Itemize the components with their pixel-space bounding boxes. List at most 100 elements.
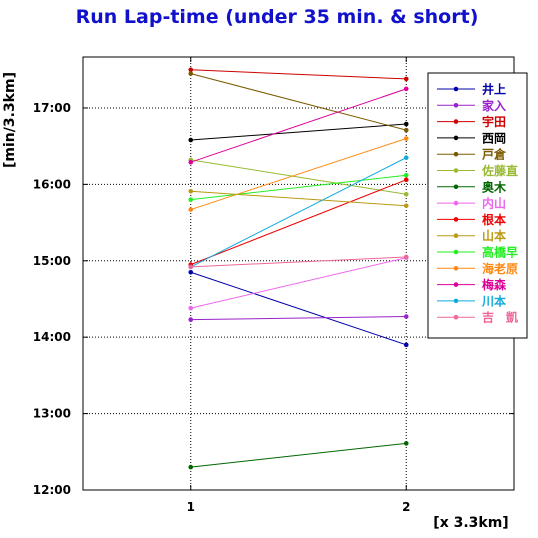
data-point bbox=[403, 203, 409, 209]
x-tick-label: 1 bbox=[187, 500, 195, 514]
legend-label: 海老原 bbox=[482, 261, 518, 276]
y-axis-label: [min/3.3km] bbox=[2, 72, 18, 168]
legend-label: 戸倉 bbox=[482, 147, 507, 162]
legend-entry: 川本 bbox=[437, 293, 506, 308]
legend-label: 西岡 bbox=[482, 131, 506, 145]
legend-entry: 高橋早 bbox=[437, 245, 518, 260]
legend-marker bbox=[453, 298, 459, 304]
series-10 bbox=[188, 188, 409, 209]
x-tick-label: 2 bbox=[402, 500, 410, 514]
legend-entry: 山本 bbox=[437, 228, 506, 243]
series-line bbox=[190, 88, 407, 163]
legend-marker bbox=[453, 233, 459, 238]
series-line bbox=[190, 442, 407, 468]
data-point bbox=[403, 342, 409, 348]
series-13 bbox=[188, 86, 409, 165]
data-point bbox=[188, 269, 194, 275]
series-4 bbox=[188, 121, 409, 143]
data-point bbox=[403, 155, 409, 160]
legend-label: 高橋早 bbox=[482, 245, 518, 260]
series-line bbox=[190, 69, 407, 80]
legend-entry: 井上 bbox=[437, 82, 506, 97]
y-tick-label: 12:00 bbox=[33, 483, 71, 497]
data-point bbox=[403, 172, 409, 178]
legend-entry: 戸倉 bbox=[437, 147, 507, 162]
series-5 bbox=[188, 71, 409, 133]
data-point bbox=[188, 264, 194, 270]
data-point bbox=[403, 86, 409, 92]
series-11 bbox=[188, 172, 409, 202]
series-line bbox=[190, 179, 407, 266]
legend-label: 宇田 bbox=[482, 114, 506, 129]
legend-box bbox=[427, 72, 528, 339]
legend-label: 佐藤直 bbox=[481, 163, 518, 178]
legend-label: 梅森 bbox=[482, 277, 507, 292]
legend-entry: 海老原 bbox=[437, 261, 518, 276]
legend-marker bbox=[453, 184, 459, 190]
legend-label: 根本 bbox=[482, 212, 506, 227]
legend-entry: 内山 bbox=[437, 196, 506, 211]
series-3 bbox=[188, 67, 409, 82]
series-line bbox=[190, 190, 407, 207]
series-line bbox=[190, 271, 407, 346]
legend-marker bbox=[453, 86, 459, 92]
data-point bbox=[403, 127, 409, 133]
data-point bbox=[188, 188, 194, 194]
data-point bbox=[403, 177, 409, 183]
legend-label: 内山 bbox=[482, 196, 506, 211]
series-line bbox=[190, 157, 407, 268]
series-line bbox=[190, 159, 407, 195]
legend-marker bbox=[453, 151, 459, 157]
legend-marker bbox=[453, 168, 459, 173]
legend-marker bbox=[453, 217, 459, 222]
series-9 bbox=[188, 177, 409, 267]
data-point bbox=[188, 305, 194, 311]
series-line bbox=[190, 257, 407, 309]
legend-label: 井上 bbox=[482, 82, 506, 97]
legend-marker bbox=[453, 282, 459, 287]
series-1 bbox=[188, 269, 409, 348]
series-line bbox=[190, 316, 407, 321]
data-point bbox=[188, 207, 194, 212]
legend-entry: 宇田 bbox=[437, 114, 506, 129]
legend-marker bbox=[453, 119, 459, 124]
y-tick-label: 15:00 bbox=[33, 254, 71, 268]
legend-marker bbox=[453, 200, 459, 206]
legend-label: 家入 bbox=[482, 98, 506, 113]
series-7 bbox=[188, 441, 409, 470]
series-line bbox=[190, 73, 407, 131]
data-point bbox=[188, 317, 194, 322]
legend-entry: 根本 bbox=[437, 212, 506, 227]
series-line bbox=[190, 138, 407, 211]
legend-entry: 吉 凱 bbox=[437, 310, 518, 325]
data-point bbox=[188, 137, 194, 143]
legend-marker bbox=[453, 103, 459, 108]
y-tick-label: 14:00 bbox=[33, 330, 71, 344]
y-tick-label: 17:00 bbox=[33, 101, 71, 115]
series-2 bbox=[188, 314, 409, 322]
data-point bbox=[188, 71, 194, 76]
legend-label: 山本 bbox=[482, 228, 506, 243]
y-tick-label: 16:00 bbox=[33, 177, 71, 191]
data-point bbox=[403, 314, 409, 319]
legend-entry: 梅森 bbox=[437, 277, 507, 292]
legend-marker bbox=[453, 135, 459, 141]
data-point bbox=[403, 192, 409, 197]
legend-label: 川本 bbox=[481, 293, 506, 308]
series-lines bbox=[188, 67, 409, 470]
legend-entry: 奥木 bbox=[437, 179, 507, 194]
data-point bbox=[188, 159, 194, 165]
data-point bbox=[188, 464, 194, 470]
legend-marker bbox=[453, 249, 459, 255]
legend-label: 奥木 bbox=[482, 179, 507, 194]
legend-entry: 佐藤直 bbox=[437, 163, 518, 178]
x-axis-label: [x 3.3km] bbox=[433, 515, 508, 531]
series-line bbox=[190, 256, 407, 268]
series-line bbox=[190, 174, 407, 201]
data-point bbox=[188, 197, 194, 202]
data-point bbox=[403, 441, 409, 446]
series-6 bbox=[188, 157, 409, 197]
data-point bbox=[403, 136, 409, 141]
